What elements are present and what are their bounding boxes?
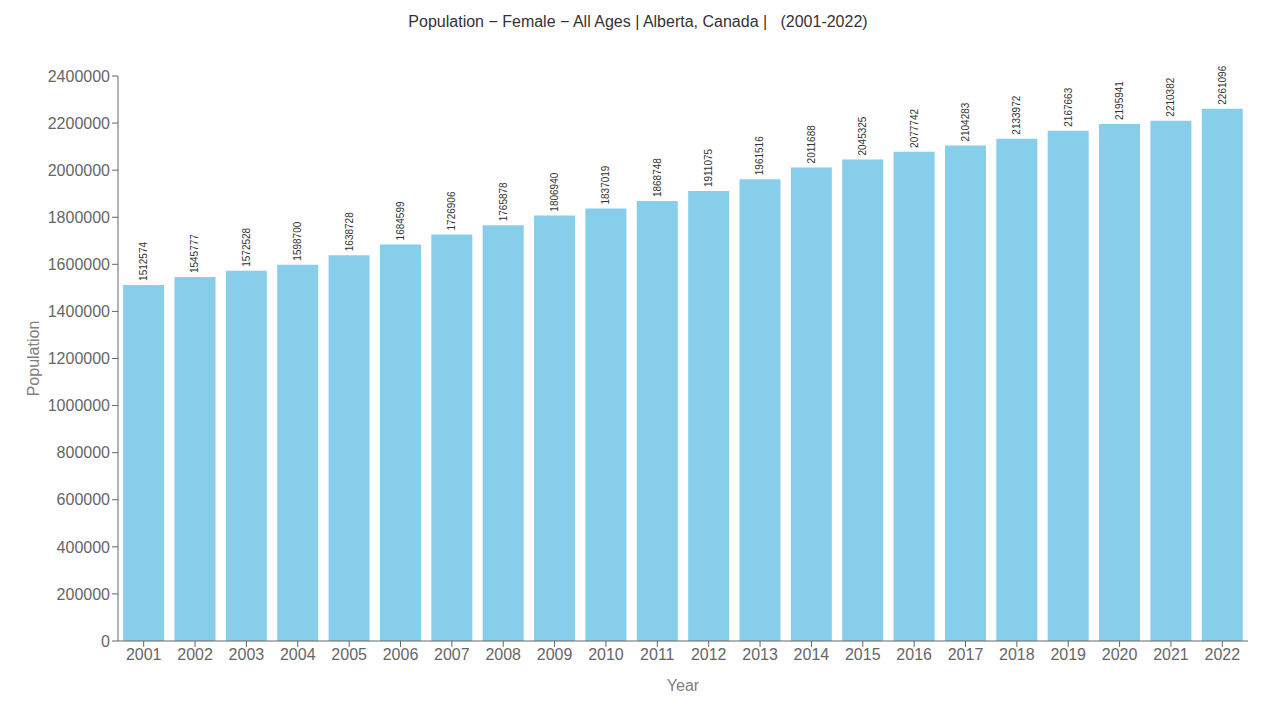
html-text:Population − Female − All Ages: Population − Female − All Ages | Alberta… bbox=[408, 13, 868, 30]
svg-text:2104283: 2104283 bbox=[960, 102, 971, 141]
svg-text:1765878: 1765878 bbox=[498, 182, 509, 221]
svg-text:1837019: 1837019 bbox=[600, 165, 611, 204]
svg-text:1684599: 1684599 bbox=[395, 201, 406, 240]
svg-text:400000: 400000 bbox=[57, 539, 110, 556]
svg-text:1868748: 1868748 bbox=[652, 158, 663, 197]
svg-text:2261096: 2261096 bbox=[1217, 65, 1228, 104]
svg-text:2008: 2008 bbox=[485, 646, 521, 663]
svg-text:Year: Year bbox=[667, 677, 700, 694]
svg-text:200000: 200000 bbox=[57, 586, 110, 603]
svg-text:2004: 2004 bbox=[280, 646, 316, 663]
svg-text:600000: 600000 bbox=[57, 491, 110, 508]
svg-text:2007: 2007 bbox=[434, 646, 470, 663]
svg-text:2195941: 2195941 bbox=[1114, 81, 1125, 120]
svg-text:1200000: 1200000 bbox=[48, 350, 110, 367]
svg-text:2012: 2012 bbox=[691, 646, 727, 663]
svg-text:2011: 2011 bbox=[640, 646, 675, 663]
svg-text:2167663: 2167663 bbox=[1063, 87, 1074, 126]
svg-text:1961516: 1961516 bbox=[755, 136, 766, 175]
svg-text:1000000: 1000000 bbox=[48, 397, 110, 414]
svg-text:1638728: 1638728 bbox=[344, 212, 355, 251]
svg-text:2017: 2017 bbox=[948, 646, 984, 663]
svg-text:2002: 2002 bbox=[177, 646, 213, 663]
svg-text:2022: 2022 bbox=[1205, 646, 1241, 663]
svg-text:1545777: 1545777 bbox=[190, 234, 201, 273]
svg-text:2015: 2015 bbox=[845, 646, 881, 663]
svg-text:2013: 2013 bbox=[742, 646, 778, 663]
svg-text:1911075: 1911075 bbox=[703, 148, 714, 187]
svg-text:1572528: 1572528 bbox=[241, 227, 252, 266]
svg-text:1400000: 1400000 bbox=[48, 303, 110, 320]
svg-text:2077742: 2077742 bbox=[909, 108, 920, 147]
svg-text:2003: 2003 bbox=[229, 646, 265, 663]
svg-text:2016: 2016 bbox=[896, 646, 932, 663]
svg-text:2133972: 2133972 bbox=[1011, 95, 1022, 134]
svg-text:1726906: 1726906 bbox=[446, 191, 457, 230]
svg-text:2006: 2006 bbox=[383, 646, 419, 663]
svg-text:0: 0 bbox=[101, 633, 110, 650]
svg-text:2001: 2001 bbox=[126, 646, 162, 663]
svg-text:2045325: 2045325 bbox=[857, 116, 868, 155]
svg-text:2018: 2018 bbox=[999, 646, 1035, 663]
svg-text:2020: 2020 bbox=[1102, 646, 1138, 663]
svg-text:2014: 2014 bbox=[794, 646, 830, 663]
svg-text:2019: 2019 bbox=[1050, 646, 1086, 663]
svg-text:2009: 2009 bbox=[537, 646, 573, 663]
svg-text:2210382: 2210382 bbox=[1165, 77, 1176, 116]
svg-text:2005: 2005 bbox=[331, 646, 367, 663]
svg-text:2021: 2021 bbox=[1153, 646, 1189, 663]
svg-text:1598700: 1598700 bbox=[292, 221, 303, 260]
svg-text:1800000: 1800000 bbox=[48, 209, 110, 226]
svg-text:Population: Population bbox=[25, 321, 42, 397]
svg-text:2010: 2010 bbox=[588, 646, 624, 663]
svg-text:800000: 800000 bbox=[57, 444, 110, 461]
svg-text:2400000: 2400000 bbox=[48, 68, 110, 85]
svg-text:1600000: 1600000 bbox=[48, 256, 110, 273]
svg-text:1512574: 1512574 bbox=[138, 242, 149, 281]
svg-text:2000000: 2000000 bbox=[48, 162, 110, 179]
svg-text:1806940: 1806940 bbox=[549, 172, 560, 211]
svg-text:2011688: 2011688 bbox=[806, 125, 817, 164]
svg-text:2200000: 2200000 bbox=[48, 115, 110, 132]
